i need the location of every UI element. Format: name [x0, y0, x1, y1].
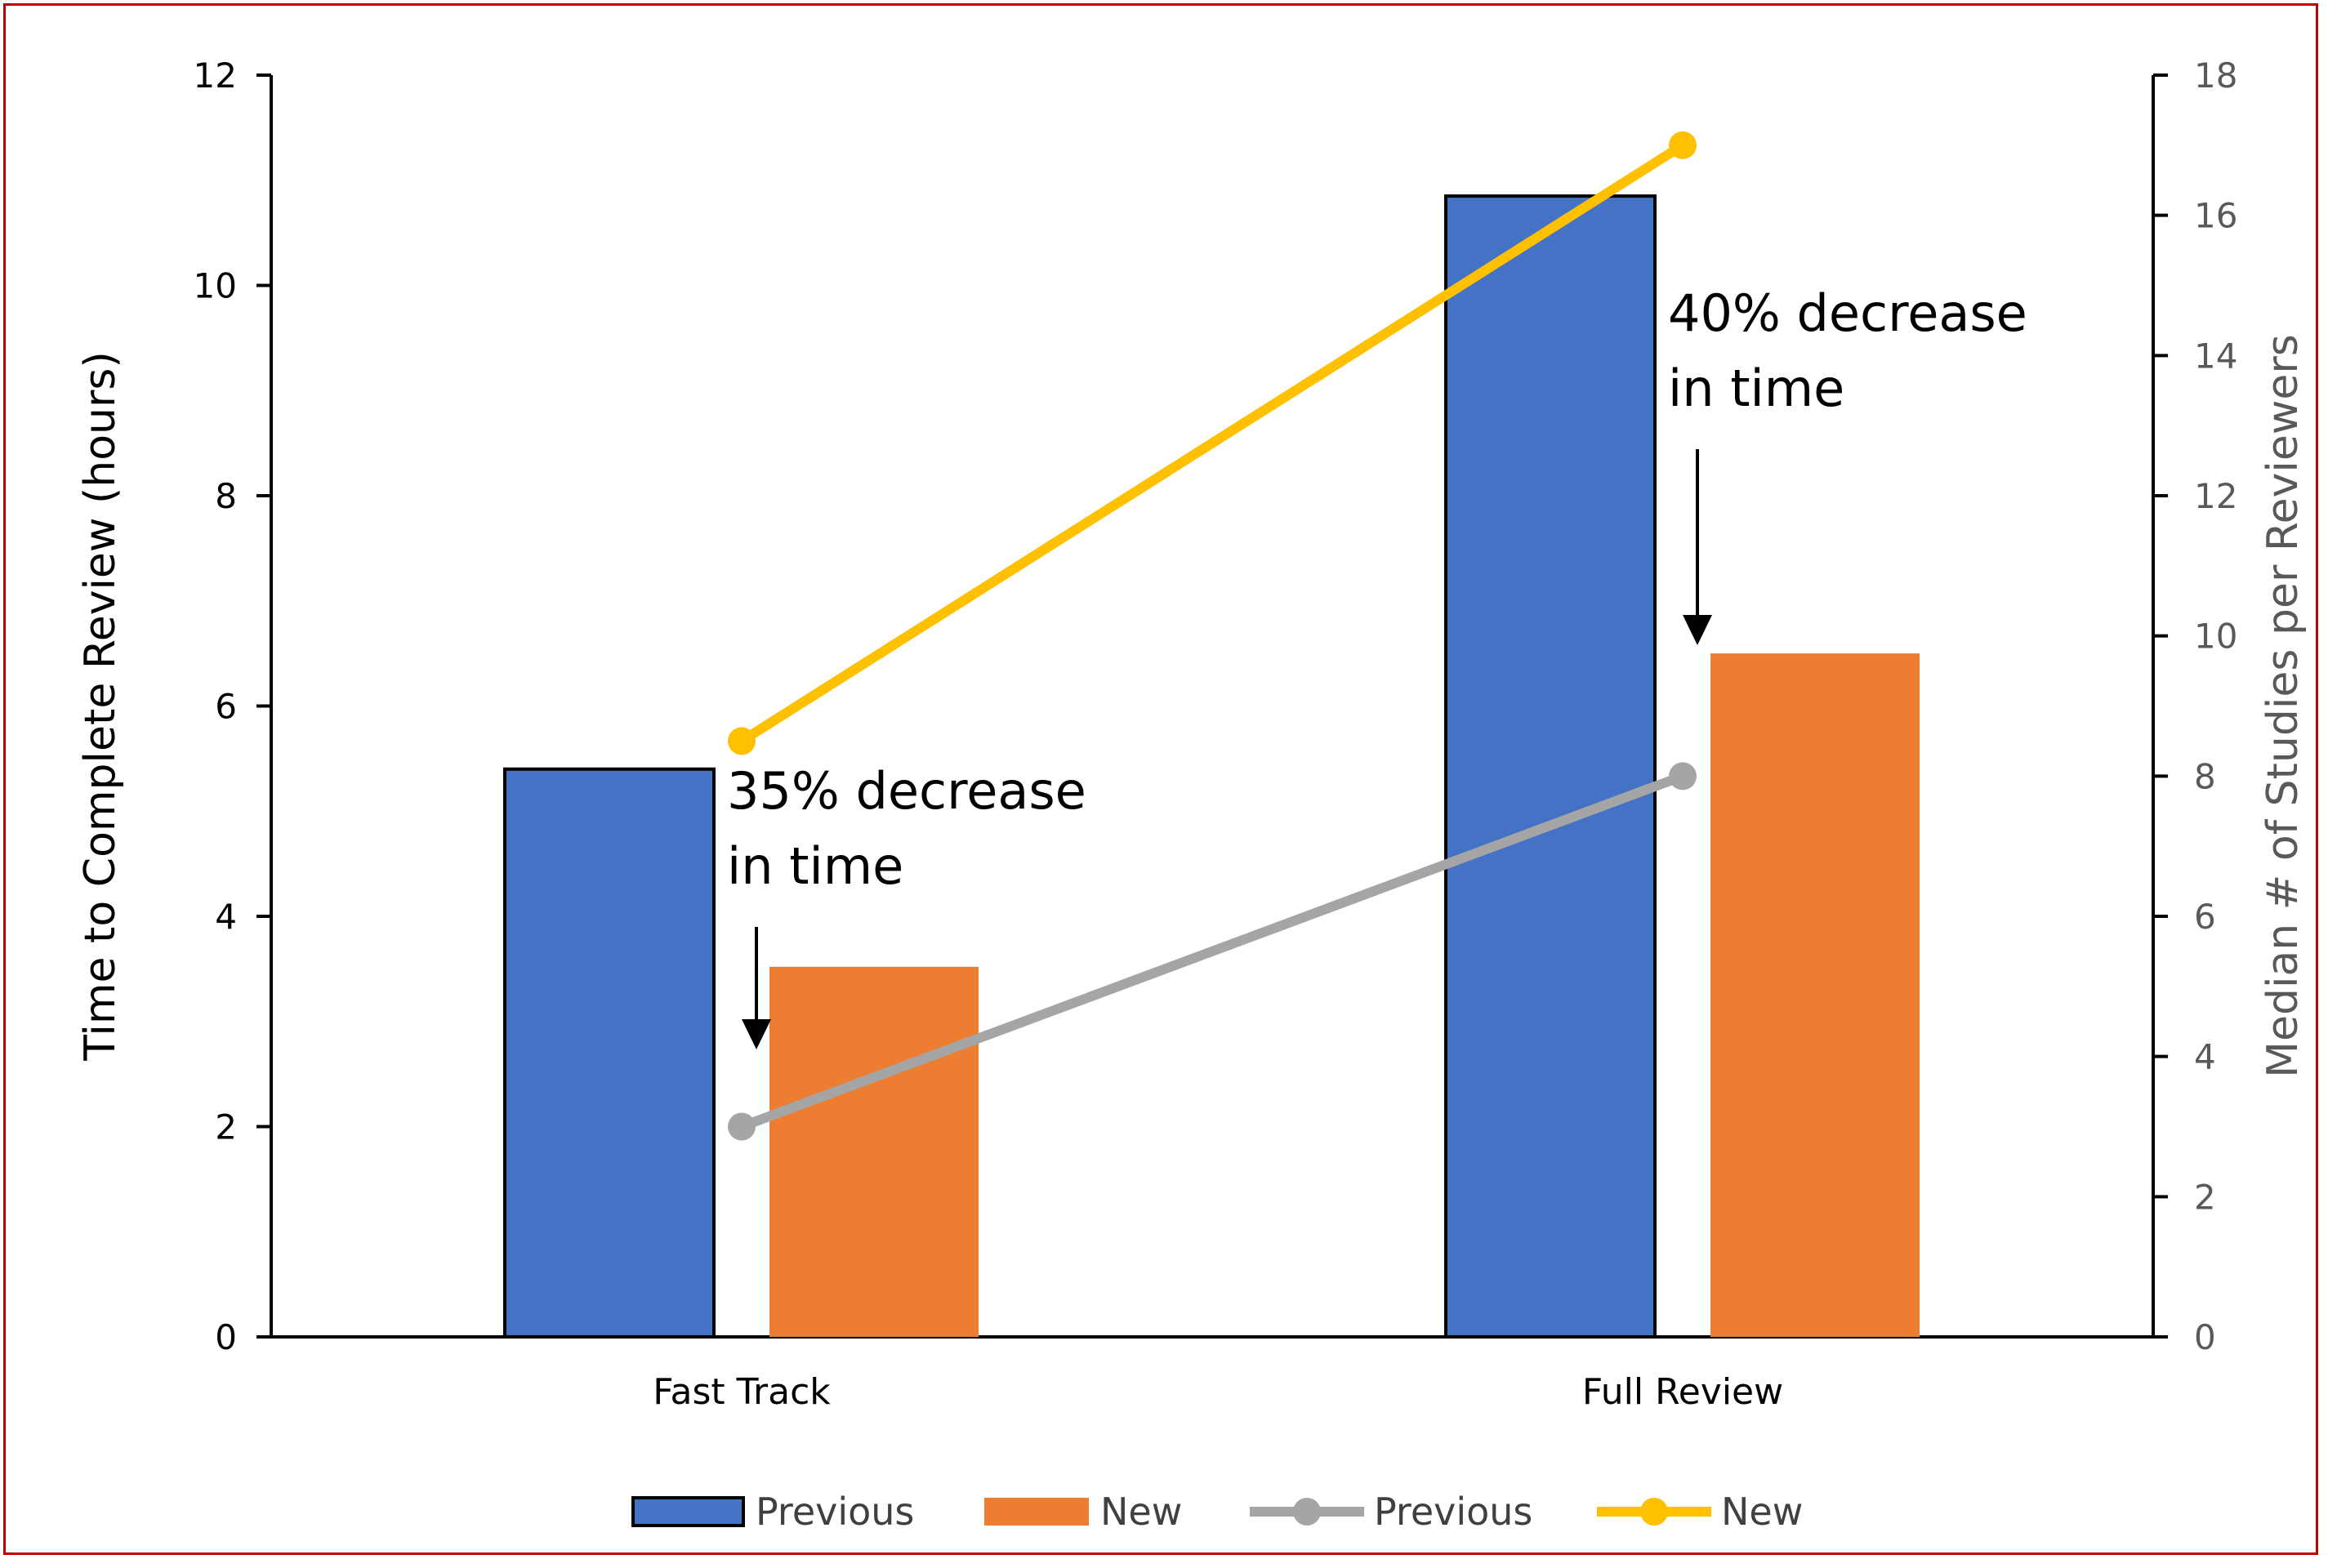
- left-tick-label: 10: [194, 266, 237, 306]
- right-axis-title: Median # of Studies per Reviewers: [2259, 334, 2308, 1078]
- line-previous: [737, 771, 1688, 1132]
- left-tick-label: 0: [215, 1317, 237, 1357]
- right-tick-label: 14: [2194, 336, 2237, 376]
- axes: 0 2 4 6 8 10 12 0 2 4 6 8 10 12 14 16 18 Time to Complete…: [76, 56, 2308, 1413]
- annotation-text: in time: [1668, 359, 1844, 418]
- annotation-text: 35% decrease: [727, 761, 1086, 821]
- line-new: [737, 140, 1688, 746]
- legend-label: Previous: [1374, 1490, 1532, 1534]
- legend-swatch-marker-previous: [1293, 1498, 1321, 1526]
- left-tick-label: 6: [215, 687, 237, 727]
- left-tick-label: 8: [215, 476, 237, 516]
- legend: Previous New Previous New: [631, 1490, 1803, 1534]
- right-tick-label: 6: [2194, 897, 2216, 937]
- point-new: [728, 727, 756, 755]
- legend-swatch-marker-new: [1640, 1498, 1668, 1526]
- right-tick-label: 12: [2194, 476, 2237, 516]
- left-tick-label: 2: [215, 1107, 237, 1147]
- legend-swatch-bar-new: [984, 1498, 1089, 1526]
- chart-frame: [3, 3, 2318, 1555]
- bar-previous-full-review: [1444, 194, 1657, 1339]
- lines: [728, 131, 1697, 1141]
- right-tick-label: 0: [2194, 1317, 2216, 1357]
- legend-label: New: [1100, 1490, 1182, 1534]
- bar-new-fast-track: [769, 966, 979, 1337]
- point-previous: [728, 1112, 756, 1141]
- annotation-text: 40% decrease: [1668, 283, 2027, 343]
- point-previous: [1669, 762, 1697, 791]
- annotations: 35% decrease in time 40% decrease in time: [727, 283, 2027, 1049]
- right-tick-label: 18: [2194, 56, 2237, 96]
- bars: [503, 194, 1920, 1339]
- annotation-text: in time: [727, 836, 903, 896]
- left-tick-label: 4: [215, 897, 237, 937]
- category-label: Fast Track: [653, 1371, 831, 1413]
- right-tick-label: 2: [2194, 1177, 2216, 1217]
- right-tick-label: 4: [2194, 1037, 2216, 1077]
- bar-previous-fast-track: [503, 767, 716, 1339]
- legend-label: Previous: [756, 1490, 914, 1534]
- legend-label: New: [1721, 1490, 1803, 1534]
- bar-new-full-review: [1710, 653, 1920, 1337]
- category-label: Full Review: [1582, 1371, 1783, 1413]
- annotation-arrow-head: [1683, 615, 1712, 645]
- right-tick-label: 8: [2194, 756, 2216, 796]
- left-axis-title: Time to Complete Review (hours): [76, 351, 125, 1062]
- right-tick-label: 16: [2194, 196, 2237, 236]
- left-tick-label: 12: [194, 56, 237, 96]
- point-new: [1669, 131, 1697, 159]
- legend-swatch-bar-previous: [631, 1496, 745, 1527]
- annotation-arrow-head: [742, 1019, 771, 1049]
- right-tick-label: 10: [2194, 617, 2237, 657]
